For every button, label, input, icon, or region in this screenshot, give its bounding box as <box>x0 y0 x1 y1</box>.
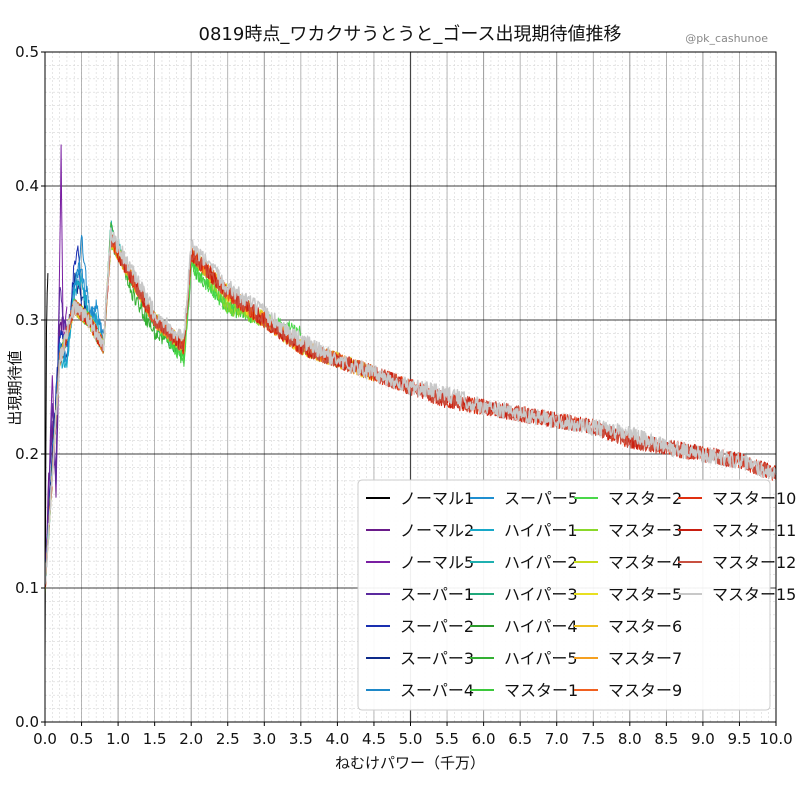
legend-box <box>357 479 771 711</box>
watermark: @pk_cashunoe <box>685 32 768 45</box>
legend-label: スーパー4 <box>400 681 474 700</box>
legend-label: マスター9 <box>608 681 682 700</box>
x-axis-label: ねむけパワー（千万） <box>335 754 485 772</box>
x-tick-label: 2.0 <box>179 730 203 748</box>
y-axis-label: 出現期待値 <box>6 350 24 425</box>
x-tick-label: 6.5 <box>508 730 532 748</box>
x-tick-label: 8.5 <box>654 730 678 748</box>
legend-label: ハイパー4 <box>504 617 578 636</box>
x-tick-label: 10.0 <box>759 730 792 748</box>
x-tick-label: 1.0 <box>106 730 130 748</box>
x-tick-label: 3.0 <box>252 730 276 748</box>
legend-label: マスター10 <box>712 489 796 508</box>
x-tick-label: 4.0 <box>325 730 349 748</box>
legend-label: マスター1 <box>504 681 578 700</box>
x-tick-label: 6.0 <box>472 730 496 748</box>
legend-label: マスター2 <box>608 489 682 508</box>
x-tick-label: 9.0 <box>691 730 715 748</box>
legend-label: ハイパー1 <box>504 521 578 540</box>
legend-label: マスター11 <box>712 521 796 540</box>
y-tick-label: 0.2 <box>15 445 39 463</box>
y-tick-label: 0.1 <box>15 579 39 597</box>
legend-label: マスター6 <box>608 617 682 636</box>
legend-label: スーパー3 <box>400 649 474 668</box>
x-tick-label: 7.0 <box>545 730 569 748</box>
x-tick-label: 5.0 <box>399 730 423 748</box>
y-tick-label: 0.4 <box>15 177 39 195</box>
legend-label: ハイパー2 <box>504 553 578 572</box>
x-axis-ticks: 0.0 0.5 1.0 1.5 2.0 2.5 3.0 3.5 4.0 4.5 5.0 5.5 6.0 6… <box>33 722 793 748</box>
legend-label: マスター4 <box>608 553 682 572</box>
legend: ノーマル1 ノーマル2 ノーマル5 スーパー1 スーパー2 スーパー3 スーパー4 スーパー5… <box>357 479 796 711</box>
legend-label: ノーマル1 <box>400 489 474 508</box>
x-tick-label: 0.5 <box>70 730 94 748</box>
series-line-2 <box>44 315 64 582</box>
legend-label: ハイパー3 <box>504 585 578 604</box>
x-tick-label: 9.5 <box>728 730 752 748</box>
series-lines <box>44 144 777 662</box>
x-tick-label: 1.5 <box>143 730 167 748</box>
series-line-4 <box>44 287 68 590</box>
legend-label: マスター3 <box>608 521 682 540</box>
legend-label: スーパー2 <box>400 617 474 636</box>
y-tick-label: 0.5 <box>15 43 39 61</box>
series-line-25 <box>44 227 777 585</box>
chart-title: 0819時点_ワカクサうとうと_ゴース出現期待値推移 <box>199 24 622 45</box>
legend-label: マスター5 <box>608 585 682 604</box>
x-tick-label: 2.5 <box>216 730 240 748</box>
legend-label: マスター12 <box>712 553 796 572</box>
legend-label: ノーマル5 <box>400 553 474 572</box>
legend-label: マスター7 <box>608 649 682 668</box>
legend-label: ハイパー5 <box>504 649 578 668</box>
x-tick-label: 7.5 <box>581 730 605 748</box>
legend-label: スーパー1 <box>400 585 474 604</box>
x-tick-label: 8.0 <box>618 730 642 748</box>
legend-label: スーパー5 <box>504 489 578 508</box>
y-axis-ticks: 0.0 0.1 0.2 0.3 0.4 0.5 <box>15 43 45 731</box>
y-tick-label: 0.3 <box>15 311 39 329</box>
x-tick-label: 3.5 <box>289 730 313 748</box>
x-tick-label: 4.5 <box>362 730 386 748</box>
x-tick-label: 5.5 <box>435 730 459 748</box>
legend-label: マスター15 <box>712 585 796 604</box>
x-tick-label: 0.0 <box>33 730 57 748</box>
legend-label: ノーマル2 <box>400 521 474 540</box>
y-tick-label: 0.0 <box>15 713 39 731</box>
